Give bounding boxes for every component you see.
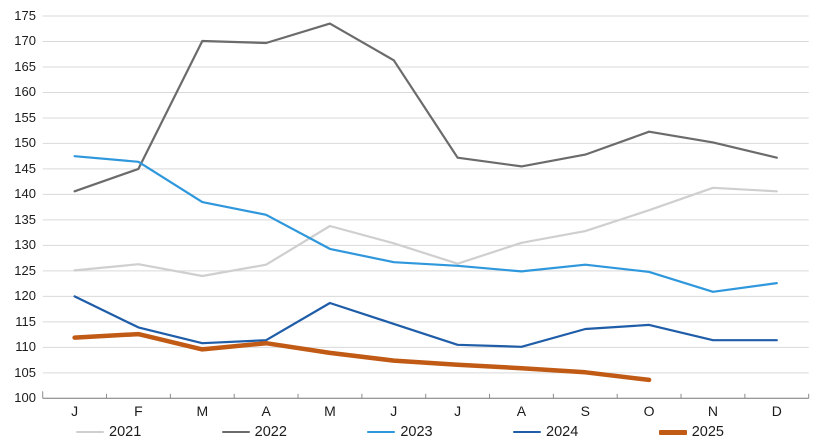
y-axis-label: 165 (14, 58, 36, 74)
x-axis-label: J (390, 403, 398, 419)
x-axis-label: M (324, 403, 336, 419)
legend-label: 2024 (546, 424, 579, 440)
series-line-2025 (72, 331, 652, 383)
legend-item-2022: 2022 (221, 424, 287, 440)
series-line-2023 (73, 155, 778, 293)
series-line-2024 (73, 295, 778, 348)
legend-line-swatch (367, 430, 396, 434)
y-axis-label: 140 (14, 186, 36, 202)
y-axis-label: 155 (14, 109, 36, 125)
legend-line-swatch (513, 430, 542, 434)
legend-item-2024: 2024 (513, 424, 578, 440)
y-axis-label: 160 (14, 84, 36, 100)
y-axis-label: 125 (14, 262, 36, 278)
series-line-2021 (73, 186, 778, 278)
x-axis-label: M (196, 403, 209, 419)
legend-line-swatch (221, 430, 250, 434)
series-lines (72, 22, 778, 383)
legend-item-2021: 2021 (76, 424, 141, 440)
x-axis-label: D (771, 403, 782, 419)
legend-label: 2025 (691, 424, 724, 440)
y-axis-label: 100 (14, 390, 36, 406)
legend-line-swatch (76, 430, 104, 434)
y-axis-label: 150 (14, 135, 36, 151)
legend-item-2023: 2023 (367, 424, 433, 440)
chart-legend: 2021 2022 2023 2024 2025 (76, 424, 724, 440)
y-axis-label: 130 (14, 237, 36, 253)
y-axis-label: 120 (14, 288, 36, 304)
x-axis-label: F (134, 403, 143, 419)
x-axis-label: J (71, 403, 79, 419)
x-axis-label: J (454, 403, 462, 419)
y-axis-label: 175 (14, 8, 36, 23)
x-axis-label: A (516, 403, 527, 419)
legend-label: 2021 (109, 424, 142, 440)
y-axis-label: 145 (14, 160, 36, 176)
y-axis-label: 170 (14, 33, 36, 49)
y-axis-label: 135 (14, 211, 36, 227)
y-axis-label: 115 (15, 313, 36, 329)
x-axis-label: A (261, 403, 271, 419)
legend-item-2025: 2025 (658, 424, 724, 440)
y-axis-label: 105 (14, 364, 36, 380)
x-axis-label: O (643, 403, 655, 419)
x-axis-label: N (707, 403, 718, 419)
legend-label: 2023 (400, 424, 433, 440)
legend-label: 2022 (254, 424, 287, 440)
legend-line-swatch (658, 429, 687, 435)
series-line-2022 (73, 22, 778, 193)
x-axis (42, 391, 810, 399)
x-axis-label: S (580, 403, 590, 419)
y-axis-label: 110 (15, 339, 36, 355)
